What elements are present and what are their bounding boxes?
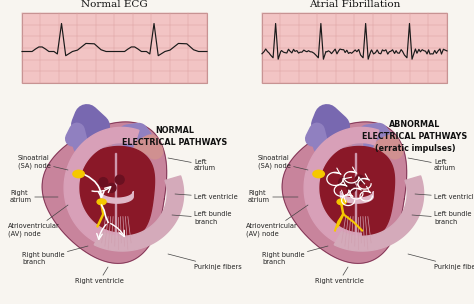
Bar	[262, 13, 447, 83]
Text: Right ventricle: Right ventricle	[75, 267, 124, 284]
Ellipse shape	[337, 199, 346, 205]
Circle shape	[99, 178, 108, 187]
Text: NORMAL
ELECTRICAL PATHWAYS: NORMAL ELECTRICAL PATHWAYS	[122, 126, 228, 147]
Text: Atrial Fibrillation: Atrial Fibrillation	[309, 0, 400, 9]
Polygon shape	[94, 176, 183, 251]
Text: Purkinje fibers: Purkinje fibers	[408, 254, 474, 270]
Polygon shape	[64, 127, 139, 248]
Text: Left
atrium: Left atrium	[168, 158, 216, 171]
Ellipse shape	[97, 199, 106, 205]
Text: Atrioventricular
(AV) node: Atrioventricular (AV) node	[8, 205, 68, 237]
Circle shape	[107, 183, 116, 192]
Text: Right
atrium: Right atrium	[10, 191, 58, 203]
Text: Sinoatrial
(SA) node: Sinoatrial (SA) node	[258, 155, 308, 170]
Text: Left ventricle: Left ventricle	[415, 194, 474, 200]
Text: Sinoatrial
(SA) node: Sinoatrial (SA) node	[18, 155, 68, 170]
Circle shape	[355, 175, 364, 184]
Polygon shape	[115, 153, 116, 237]
Polygon shape	[282, 122, 407, 263]
Ellipse shape	[73, 170, 84, 178]
Text: Right ventricle: Right ventricle	[315, 267, 364, 284]
Polygon shape	[307, 147, 394, 241]
Text: Left
atrium: Left atrium	[408, 158, 456, 171]
Polygon shape	[42, 122, 167, 263]
Polygon shape	[334, 176, 424, 251]
Text: Atrioventricular
(AV) node: Atrioventricular (AV) node	[246, 205, 308, 237]
Polygon shape	[67, 147, 155, 241]
Bar	[22, 13, 207, 83]
Text: ABNORMAL
ELECTRICAL PATHWAYS
(erratic impulses): ABNORMAL ELECTRICAL PATHWAYS (erratic im…	[363, 120, 468, 153]
Text: Left bundle
branch: Left bundle branch	[172, 212, 231, 224]
Ellipse shape	[313, 170, 324, 178]
Text: Left ventricle: Left ventricle	[175, 194, 238, 200]
Circle shape	[339, 178, 348, 187]
Polygon shape	[304, 127, 379, 248]
Text: Right
atrium: Right atrium	[248, 191, 298, 203]
Text: Left bundle
branch: Left bundle branch	[412, 212, 472, 224]
Circle shape	[347, 183, 356, 192]
Polygon shape	[355, 153, 356, 237]
Text: Normal ECG: Normal ECG	[81, 0, 148, 9]
Circle shape	[115, 175, 124, 184]
Text: Right bundle
branch: Right bundle branch	[262, 246, 328, 264]
Text: Right bundle
branch: Right bundle branch	[22, 246, 88, 264]
Text: Purkinje fibers: Purkinje fibers	[168, 254, 242, 270]
